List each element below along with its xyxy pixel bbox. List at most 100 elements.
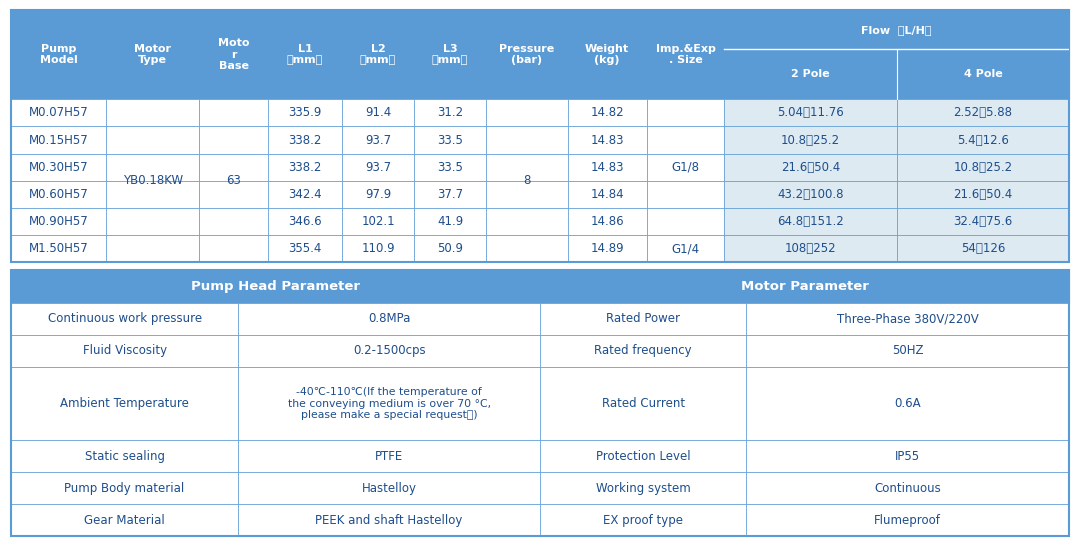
Text: 346.6: 346.6 <box>288 215 322 228</box>
Bar <box>106 127 199 153</box>
Bar <box>239 303 540 335</box>
Bar <box>725 235 896 262</box>
Bar <box>896 235 1069 262</box>
Bar <box>540 367 746 441</box>
Bar <box>647 235 725 262</box>
Text: Fluid Viscosity: Fluid Viscosity <box>82 345 166 358</box>
Text: 91.4: 91.4 <box>365 106 391 120</box>
Bar <box>11 208 106 235</box>
Bar <box>414 99 486 127</box>
Text: Protection Level: Protection Level <box>596 450 690 463</box>
Text: Continuous work pressure: Continuous work pressure <box>48 312 202 325</box>
Bar <box>725 208 896 235</box>
Bar <box>268 127 342 153</box>
Text: 14.86: 14.86 <box>591 215 624 228</box>
Text: Moto
r
Base: Moto r Base <box>218 38 249 71</box>
Text: 0.6A: 0.6A <box>894 397 921 410</box>
Bar <box>746 303 1069 335</box>
Bar <box>414 127 486 153</box>
Text: Rated Power: Rated Power <box>606 312 680 325</box>
Bar <box>540 270 1069 303</box>
Bar <box>896 10 1069 99</box>
Bar <box>239 472 540 505</box>
Bar <box>746 441 1069 472</box>
Text: 33.5: 33.5 <box>437 134 463 146</box>
Text: Pressure
(bar): Pressure (bar) <box>499 44 554 66</box>
Bar <box>647 153 725 181</box>
Text: 31.2: 31.2 <box>437 106 463 120</box>
Text: 54～126: 54～126 <box>961 242 1005 255</box>
Text: 10.8～25.2: 10.8～25.2 <box>954 161 1013 174</box>
Bar <box>11 303 239 335</box>
Bar <box>486 235 567 262</box>
Text: 50HZ: 50HZ <box>892 345 923 358</box>
Text: 102.1: 102.1 <box>361 215 395 228</box>
Text: M1.50H57: M1.50H57 <box>28 242 89 255</box>
Text: Rated frequency: Rated frequency <box>594 345 692 358</box>
Bar <box>11 505 239 536</box>
Bar <box>746 367 1069 441</box>
Text: Rated Current: Rated Current <box>602 397 685 410</box>
Bar <box>486 153 567 181</box>
Text: M0.30H57: M0.30H57 <box>28 161 89 174</box>
Bar <box>647 208 725 235</box>
Text: Static sealing: Static sealing <box>84 450 164 463</box>
Bar <box>268 208 342 235</box>
Bar <box>106 99 199 127</box>
Bar <box>268 181 342 208</box>
Text: 64.8～151.2: 64.8～151.2 <box>777 215 843 228</box>
Text: 37.7: 37.7 <box>437 188 463 201</box>
Bar <box>11 10 106 99</box>
Text: EX proof type: EX proof type <box>604 514 684 527</box>
Text: M0.15H57: M0.15H57 <box>28 134 89 146</box>
Bar <box>896 181 1069 208</box>
Bar <box>567 127 647 153</box>
Bar <box>199 99 268 127</box>
Bar <box>746 335 1069 367</box>
Text: 0.8MPa: 0.8MPa <box>368 312 410 325</box>
Text: Continuous: Continuous <box>875 482 941 495</box>
Bar <box>199 153 268 181</box>
Text: 2 Pole: 2 Pole <box>792 69 829 79</box>
Bar <box>414 208 486 235</box>
Bar <box>896 208 1069 235</box>
Text: 338.2: 338.2 <box>288 134 322 146</box>
Bar <box>486 181 567 208</box>
Text: 14.83: 14.83 <box>591 161 624 174</box>
Text: 10.8～25.2: 10.8～25.2 <box>781 134 840 146</box>
Bar <box>567 10 647 99</box>
Text: 338.2: 338.2 <box>288 161 322 174</box>
Bar <box>106 10 199 99</box>
Text: 41.9: 41.9 <box>437 215 463 228</box>
Text: 21.6～50.4: 21.6～50.4 <box>781 161 840 174</box>
Bar <box>268 235 342 262</box>
Bar <box>414 153 486 181</box>
Bar <box>199 127 268 153</box>
Text: 2.52～5.88: 2.52～5.88 <box>954 106 1012 120</box>
Text: 14.83: 14.83 <box>591 134 624 146</box>
Bar <box>199 208 268 235</box>
Bar <box>725 181 896 208</box>
Text: 14.84: 14.84 <box>591 188 624 201</box>
Bar <box>199 181 268 208</box>
Bar <box>746 472 1069 505</box>
Bar <box>106 153 199 181</box>
Bar <box>106 181 199 208</box>
Bar <box>414 10 486 99</box>
Text: Pump Head Parameter: Pump Head Parameter <box>191 280 360 293</box>
Bar <box>647 10 725 99</box>
Text: Motor
Type: Motor Type <box>134 44 171 66</box>
Text: Ambient Temperature: Ambient Temperature <box>60 397 189 410</box>
Bar <box>342 99 414 127</box>
Text: 110.9: 110.9 <box>361 242 395 255</box>
Text: Motor Parameter: Motor Parameter <box>741 280 868 293</box>
Text: 4 Pole: 4 Pole <box>963 69 1002 79</box>
Text: 63: 63 <box>226 174 241 187</box>
Bar <box>11 153 106 181</box>
Text: PTFE: PTFE <box>375 450 403 463</box>
Bar <box>486 99 567 127</box>
Text: Flow  （L/H）: Flow （L/H） <box>862 25 932 34</box>
Bar <box>725 153 896 181</box>
Bar <box>342 208 414 235</box>
Bar <box>647 127 725 153</box>
